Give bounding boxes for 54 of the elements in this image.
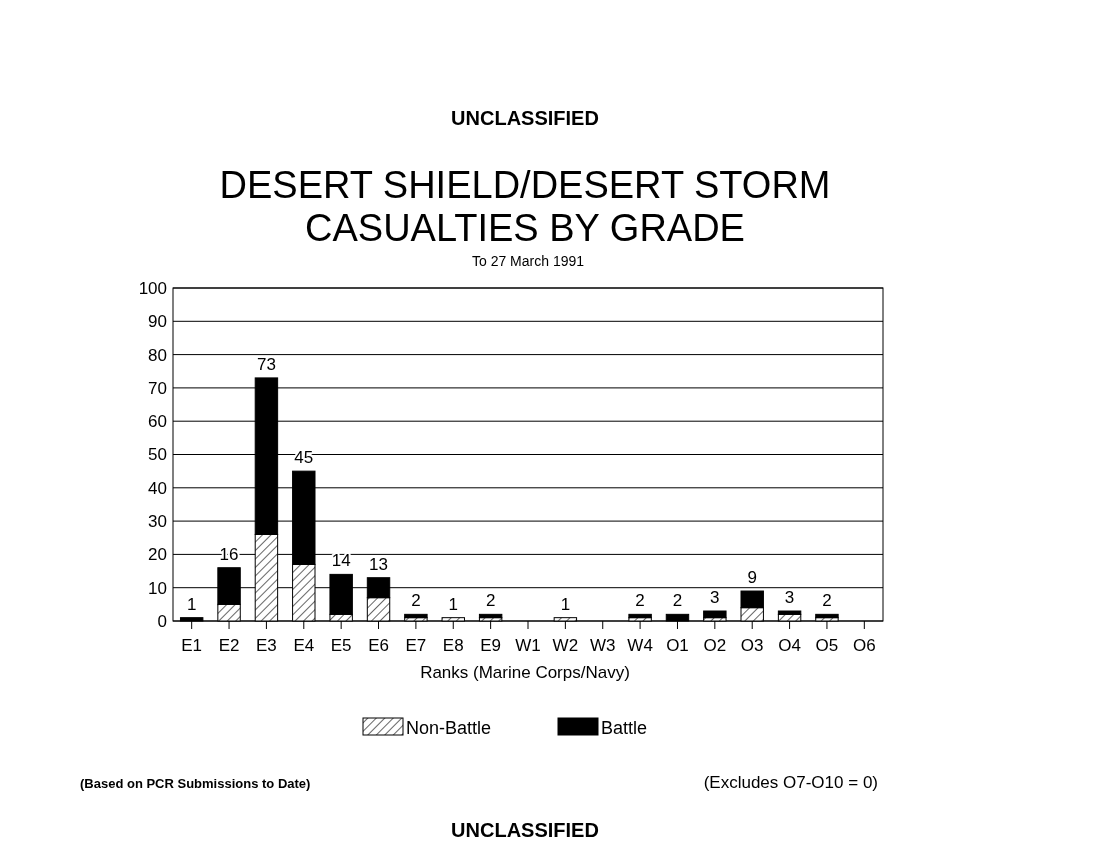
- x-tick-label: O4: [778, 636, 801, 655]
- x-tick-label: O2: [703, 636, 727, 655]
- legend-label: Battle: [601, 718, 648, 738]
- x-tick-label: E9: [480, 636, 502, 655]
- total-label: 2: [672, 591, 683, 611]
- total-label: 1: [186, 594, 197, 614]
- total-label: 2: [411, 591, 421, 611]
- x-tick-label: O5: [815, 636, 839, 655]
- x-tick-label: E4: [293, 636, 315, 655]
- x-tick-label: O3: [740, 636, 764, 655]
- chart-title: DESERT SHIELD/DESERT STORM CASUALTIES BY GRADE: [219, 164, 831, 249]
- total-label: 3: [784, 588, 795, 608]
- y-tick-label: 40: [148, 478, 167, 498]
- y-tick-label: 30: [148, 512, 167, 532]
- x-tick-label: E5: [330, 636, 352, 655]
- y-tick-label: 50: [148, 445, 167, 465]
- x-tick-label: W3: [589, 636, 616, 655]
- total-label: 73: [256, 354, 276, 374]
- y-tick-label: 10: [148, 578, 167, 598]
- y-tick-label: 20: [148, 545, 167, 565]
- x-tick-label: E8: [442, 636, 464, 655]
- x-tick-label: E3: [256, 636, 277, 655]
- x-tick-label: O6: [852, 636, 876, 655]
- total-label: 2: [822, 591, 832, 611]
- total-label: 1: [560, 594, 571, 614]
- total-label: 2: [635, 591, 645, 611]
- x-tick-label: E7: [405, 636, 427, 655]
- x-tick-label: W2: [552, 636, 579, 655]
- y-tick-label: 100: [138, 278, 167, 298]
- x-tick-label: W4: [627, 636, 653, 655]
- y-tick-label: 60: [148, 412, 167, 432]
- text: UNCLASSIFIED: [451, 819, 599, 841]
- text: UNCLASSIFIED: [451, 107, 599, 129]
- text: (Excludes O7-O10 = 0): [703, 773, 878, 792]
- x-tick-label: W1: [515, 636, 541, 655]
- text: (Based on PCR Submissions to Date): [80, 776, 311, 791]
- y-tick-label: 0: [157, 611, 167, 631]
- legend-label: Non-Battle: [406, 718, 492, 738]
- total-label: 2: [485, 591, 496, 611]
- bar: [628, 613, 652, 619]
- total-label: 1: [448, 594, 458, 614]
- x-tick-label: O1: [666, 636, 689, 655]
- y-tick-label: 90: [148, 312, 167, 332]
- total-label: 9: [747, 568, 757, 588]
- total-label: 3: [710, 588, 720, 608]
- x-tick-label: E1: [181, 636, 203, 655]
- total-label: 14: [331, 551, 351, 571]
- x-axis-title: Ranks (Marine Corps/Navy): [420, 663, 630, 682]
- y-tick-label: 70: [148, 378, 167, 398]
- y-tick-label: 80: [148, 345, 167, 365]
- x-tick-label: E6: [368, 636, 389, 655]
- chart-subtitle: To 27 March 1991: [471, 253, 585, 269]
- x-tick-label: E2: [218, 636, 240, 655]
- total-label: 13: [369, 554, 388, 574]
